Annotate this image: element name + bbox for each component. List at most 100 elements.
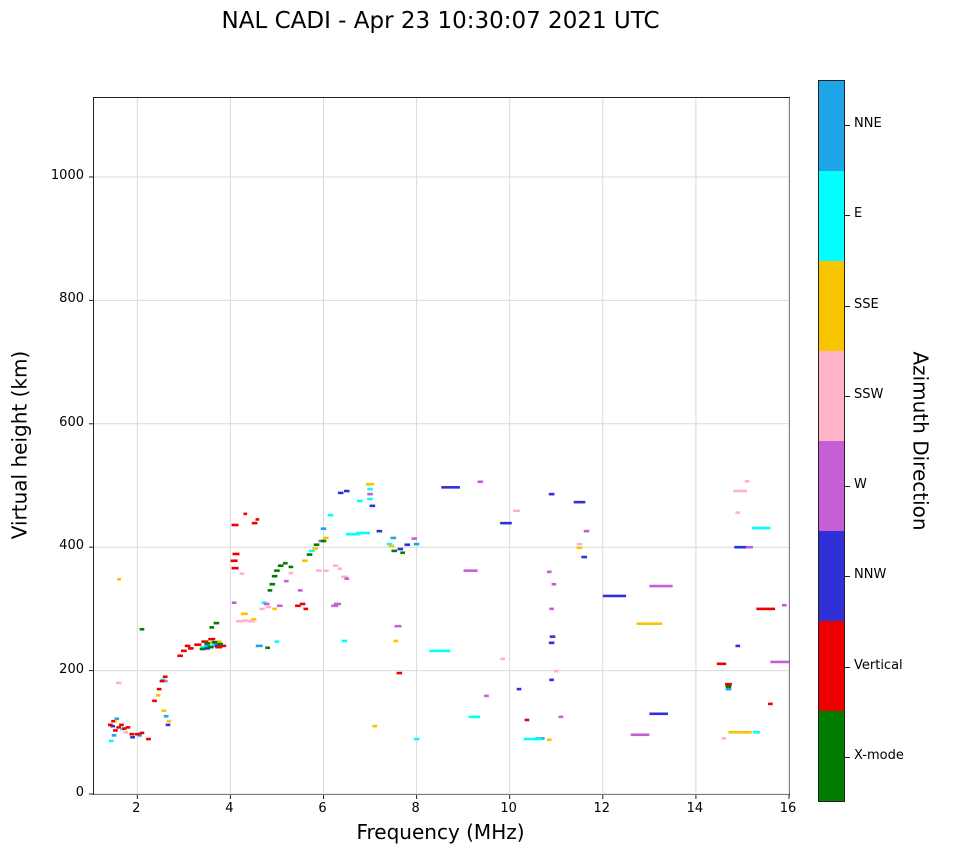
data-point-sse — [272, 607, 277, 611]
data-point-nne — [390, 536, 397, 540]
data-point-x-mode — [199, 647, 206, 651]
x-tick-label: 14 — [686, 801, 704, 816]
colorbar-category-label: NNE — [854, 116, 882, 132]
data-point-vertical — [162, 675, 168, 679]
data-point-w — [551, 582, 557, 586]
data-point-w — [263, 602, 270, 606]
data-point-x-mode — [267, 589, 273, 592]
data-point-w — [231, 601, 237, 605]
data-point-x-mode — [213, 621, 220, 625]
colorbar-axis-label-wrap: Azimuth Direction — [898, 80, 944, 802]
data-point-w — [546, 570, 552, 574]
data-point-ssw — [323, 569, 329, 572]
data-point-ssw — [236, 619, 244, 623]
data-point-nnw — [204, 647, 210, 650]
data-point-sse — [117, 577, 121, 581]
data-point-x-mode — [208, 645, 214, 649]
data-point-w — [558, 715, 564, 719]
data-point-sse — [166, 719, 172, 723]
data-point-x-mode — [265, 646, 270, 650]
plot-area — [89, 97, 790, 799]
data-point-x-mode — [277, 564, 284, 568]
data-point-sse — [323, 536, 329, 540]
data-point-vertical — [201, 640, 209, 643]
data-point-nnw — [516, 687, 522, 691]
data-point-nnw — [337, 491, 344, 495]
data-point-e — [200, 645, 207, 649]
data-point-nne — [255, 644, 263, 648]
data-point-ssw — [735, 511, 741, 514]
data-point-x-mode — [282, 561, 288, 565]
data-point-vertical — [230, 559, 238, 563]
colorbar-tick-mark — [845, 215, 850, 217]
colorbar-segment-sse — [819, 261, 844, 351]
data-point-w — [297, 589, 303, 592]
data-point-e — [367, 497, 373, 501]
data-point-vertical — [208, 637, 216, 641]
data-point-vertical — [119, 723, 124, 727]
colorbar-axis-label: Azimuth Direction — [909, 351, 933, 531]
data-point-x-mode — [306, 553, 313, 556]
data-point-sse — [388, 544, 395, 548]
data-point-vertical — [295, 604, 301, 608]
data-point-nnw — [404, 543, 411, 547]
y-tick-label: 1000 — [50, 167, 84, 183]
colorbar-category-label: W — [854, 477, 867, 493]
colorbar-tick-mark — [845, 486, 850, 488]
data-point-w — [276, 604, 283, 608]
data-point-nnw — [549, 678, 554, 682]
data-point-ssw — [337, 567, 343, 571]
data-point-sse — [372, 724, 378, 728]
data-point-sse — [302, 559, 308, 563]
data-point-vertical — [121, 727, 127, 730]
data-point-sse — [365, 482, 375, 486]
data-point-ssw — [733, 489, 748, 493]
data-point-nne — [163, 714, 169, 718]
colorbar-tick-mark — [845, 576, 850, 578]
data-point-nnw — [165, 723, 171, 727]
colorbar-segment-w — [819, 441, 844, 531]
data-point-vertical — [184, 644, 191, 648]
data-point-ssw — [744, 479, 750, 483]
data-point-ssw — [241, 619, 249, 622]
y-tick-label: 0 — [75, 785, 84, 800]
data-point-nne — [320, 527, 327, 530]
data-point-e — [367, 487, 373, 491]
y-tick-label: 600 — [59, 414, 84, 430]
colorbar-segment-nnw — [819, 531, 844, 621]
data-point-vertical — [146, 737, 151, 741]
colorbar-tick-mark — [845, 666, 850, 668]
data-point-e — [108, 739, 114, 743]
data-point-vertical — [303, 607, 309, 611]
data-point-vertical — [139, 731, 145, 735]
data-point-nnw — [602, 594, 627, 598]
data-point-sse — [393, 639, 398, 643]
data-point-w — [411, 537, 418, 540]
data-point-w — [463, 569, 478, 572]
data-point-nnw — [500, 521, 512, 525]
data-point-w — [549, 607, 554, 611]
data-point-vertical — [231, 566, 239, 570]
data-point-vertical — [188, 647, 194, 650]
data-point-vertical — [255, 518, 260, 521]
data-point-sse — [240, 612, 248, 616]
data-point-e — [309, 549, 315, 553]
data-point-ssw — [576, 542, 583, 546]
data-point-vertical — [716, 662, 727, 666]
data-point-w — [782, 603, 787, 607]
data-point-nnw — [376, 529, 383, 533]
data-point-vertical — [129, 732, 135, 736]
colorbar-segment-ssw — [819, 351, 844, 441]
data-point-vertical — [113, 729, 118, 732]
data-point-vertical — [231, 523, 239, 527]
colorbar-tick-mark — [845, 395, 850, 397]
data-point-x-mode — [211, 640, 218, 644]
data-point-vertical — [299, 602, 306, 606]
data-point-sse — [155, 693, 161, 697]
data-point-nnw — [548, 492, 555, 496]
data-point-sse — [636, 622, 663, 626]
data-point-x-mode — [209, 626, 215, 629]
x-tick-label: 6 — [318, 801, 327, 816]
data-point-x-mode — [725, 685, 732, 688]
